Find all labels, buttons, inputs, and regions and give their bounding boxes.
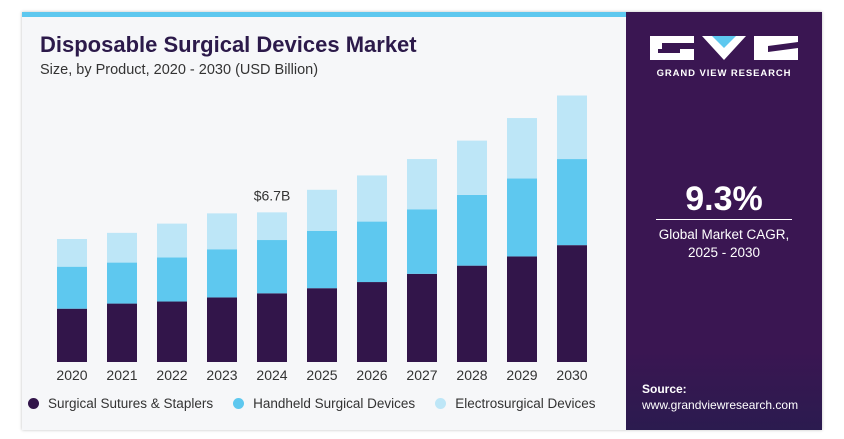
x-tick-label-2027: 2027	[406, 367, 437, 383]
bar-segment-electrosurgical-devices-2027	[407, 159, 437, 210]
bar-segment-handheld-surgical-devices-2029	[507, 178, 537, 257]
x-tick-label-2026: 2026	[356, 367, 387, 383]
bar-segment-electrosurgical-devices-2023	[207, 213, 237, 250]
bar-segment-handheld-surgical-devices-2025	[307, 230, 337, 289]
cagr-label: Global Market CAGR, 2025 - 2030	[626, 226, 822, 262]
x-tick-label-2023: 2023	[206, 367, 237, 383]
bar-segment-handheld-surgical-devices-2021	[107, 262, 137, 304]
x-tick-label-2029: 2029	[506, 367, 537, 383]
legend-item-electrosurgical: Electrosurgical Devices	[435, 396, 596, 411]
bar-segment-handheld-surgical-devices-2022	[157, 257, 187, 302]
bar-chart: 2020 2021 2022 2023 2024 $6.7B 2025 2026 2027 202…	[56, 95, 588, 383]
x-tick-label-2030: 2030	[556, 367, 587, 383]
legend-item-handheld: Handheld Surgical Devices	[233, 396, 415, 411]
bar-segment-surgical-sutures-staplers-2025	[307, 288, 337, 362]
x-tick-label-2024: 2024	[256, 367, 287, 383]
bar-segment-surgical-sutures-staplers-2023	[207, 297, 237, 362]
bar-segment-surgical-sutures-staplers-2027	[407, 273, 437, 362]
info-panel: GRAND VIEW RESEARCH 9.3% Global Market C…	[626, 12, 822, 430]
bar-segment-handheld-surgical-devices-2030	[557, 159, 587, 246]
x-tick-label-2021: 2021	[106, 367, 137, 383]
cagr-label-line1: Global Market CAGR,	[658, 227, 790, 242]
chart-card: Disposable Surgical Devices Market Size,…	[22, 12, 822, 430]
legend-label-electrosurgical: Electrosurgical Devices	[455, 396, 596, 411]
bar-segment-electrosurgical-devices-2026	[357, 175, 387, 222]
bar-segment-handheld-surgical-devices-2023	[207, 249, 237, 298]
legend-swatch-sutures	[28, 398, 39, 409]
legend-swatch-electrosurgical	[435, 398, 447, 409]
legend-label-handheld: Handheld Surgical Devices	[253, 396, 416, 411]
bar-segment-handheld-surgical-devices-2026	[357, 221, 387, 283]
bar-segment-surgical-sutures-staplers-2022	[157, 301, 187, 362]
source-label: Source:	[642, 382, 687, 396]
bar-segment-handheld-surgical-devices-2027	[407, 209, 437, 274]
bar-segment-electrosurgical-devices-2029	[507, 118, 537, 179]
cagr-label-line2: 2025 - 2030	[687, 245, 761, 260]
bar-segment-surgical-sutures-staplers-2021	[107, 303, 137, 362]
bar-segment-surgical-sutures-staplers-2020	[57, 308, 87, 362]
x-tick-label-2022: 2022	[156, 367, 187, 383]
bar-segment-electrosurgical-devices-2020	[57, 239, 87, 267]
bar-segment-handheld-surgical-devices-2020	[57, 266, 87, 309]
x-tick-label-2028: 2028	[456, 367, 487, 383]
legend-swatch-handheld	[233, 398, 245, 409]
bar-segment-electrosurgical-devices-2030	[557, 95, 587, 160]
cagr-value: 9.3%	[685, 180, 763, 218]
bar-segment-surgical-sutures-staplers-2024	[257, 293, 287, 362]
bar-segment-handheld-surgical-devices-2028	[457, 194, 487, 266]
source-band	[626, 352, 822, 430]
x-tick-label-2020: 2020	[56, 367, 87, 383]
bar-segment-surgical-sutures-staplers-2029	[507, 256, 537, 362]
bar-segment-surgical-sutures-staplers-2028	[457, 265, 487, 362]
bar-segment-electrosurgical-devices-2025	[307, 189, 337, 231]
bar-segment-handheld-surgical-devices-2024	[257, 240, 287, 294]
bar-segment-surgical-sutures-staplers-2026	[357, 282, 387, 362]
chart-title: Disposable Surgical Devices Market	[40, 32, 417, 57]
accent-bar	[22, 12, 626, 17]
legend-label-sutures: Surgical Sutures & Staplers	[48, 396, 214, 411]
chart-subtitle: Size, by Product, 2020 - 2030 (USD Billi…	[40, 62, 319, 78]
gvr-logo-icon	[650, 36, 798, 60]
brand-name: GRAND VIEW RESEARCH	[656, 68, 792, 79]
source-link[interactable]: www.grandviewresearch.com	[642, 398, 799, 412]
data-label-2024: $6.7B	[254, 187, 291, 203]
bar-segment-surgical-sutures-staplers-2030	[557, 245, 587, 362]
x-tick-label-2025: 2025	[306, 367, 337, 383]
legend-item-sutures: Surgical Sutures & Staplers	[28, 396, 213, 411]
cagr-divider	[656, 219, 792, 220]
bar-segment-electrosurgical-devices-2022	[157, 223, 187, 258]
bar-segment-electrosurgical-devices-2021	[107, 232, 137, 263]
bar-segment-electrosurgical-devices-2028	[457, 140, 487, 195]
chart-legend: Surgical Sutures & Staplers Handheld Sur…	[28, 396, 596, 411]
bar-segment-electrosurgical-devices-2024	[257, 212, 287, 241]
